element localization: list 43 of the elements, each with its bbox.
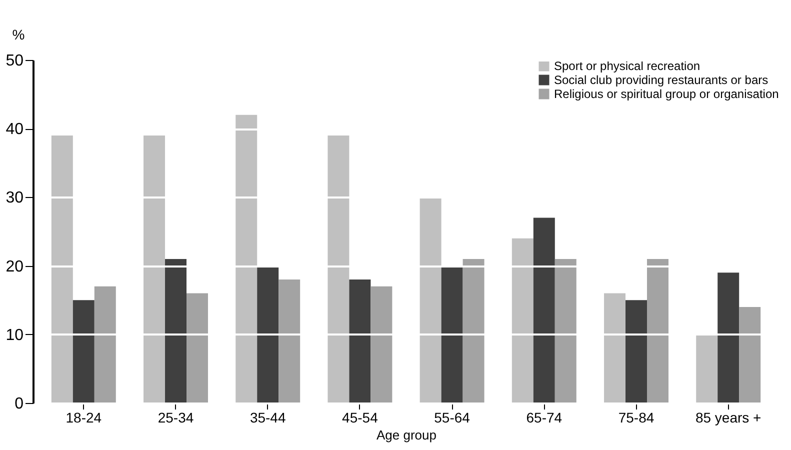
bar	[696, 334, 718, 403]
bar	[533, 218, 555, 403]
bar	[604, 293, 626, 403]
x-tick-label: 18-24	[66, 410, 102, 426]
bar	[512, 238, 534, 403]
x-tick-label: 75-84	[618, 410, 654, 426]
bar	[257, 266, 279, 403]
y-tick-label: 50	[6, 52, 24, 70]
bar	[144, 135, 166, 403]
legend-label: Social club providing restaurants or bars	[554, 73, 768, 87]
legend-label: Sport or physical recreation	[554, 59, 700, 73]
y-tick-label: 20	[6, 258, 24, 276]
bar	[441, 266, 463, 403]
bar	[186, 293, 208, 403]
x-tick-label: 65-74	[526, 410, 562, 426]
bar	[626, 300, 647, 403]
bar	[646, 258, 668, 403]
bar	[462, 258, 484, 403]
bar	[165, 258, 186, 403]
bar	[420, 197, 442, 403]
y-tick-label: 10	[6, 326, 24, 344]
bar	[72, 300, 94, 403]
x-axis-title: Age group	[376, 428, 436, 442]
bar	[718, 272, 740, 403]
y-tick-label: 30	[6, 190, 24, 207]
x-tick-label: 55-64	[434, 410, 470, 426]
x-tick-label: 35-44	[250, 410, 286, 426]
y-tick-label: 40	[6, 121, 24, 138]
legend-label: Religious or spiritual group or organisation	[554, 87, 779, 101]
bar	[236, 114, 258, 403]
x-tick-label: 85 years +	[695, 410, 762, 426]
x-tick-label: 25-34	[158, 410, 194, 426]
bar	[370, 286, 392, 403]
x-tick-label: 45-54	[342, 410, 378, 426]
y-tick-label: 0	[14, 396, 24, 412]
bar	[739, 306, 761, 403]
bar	[349, 280, 371, 403]
bar	[554, 258, 576, 403]
bar	[94, 286, 116, 403]
bar	[278, 280, 300, 403]
bar	[51, 135, 73, 403]
y-axis-title: %	[12, 26, 25, 42]
bar	[328, 135, 350, 403]
